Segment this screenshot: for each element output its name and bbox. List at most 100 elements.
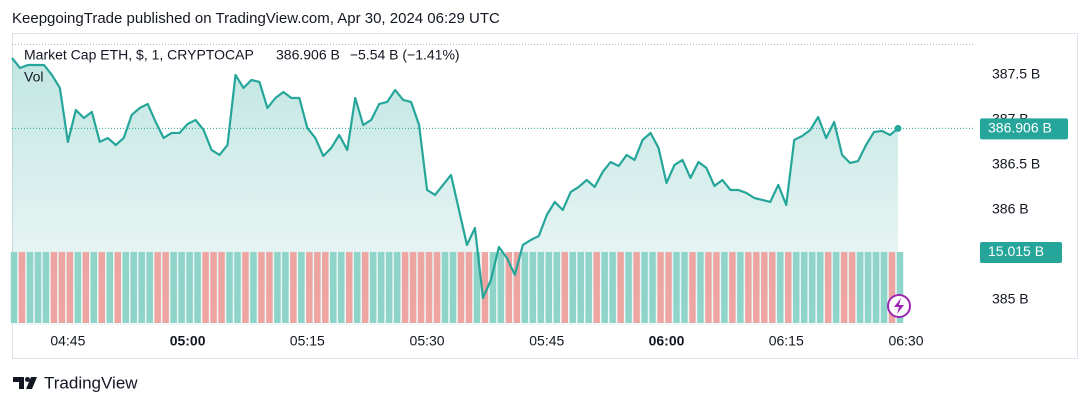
volume-bar	[258, 252, 265, 323]
volume-bar	[880, 252, 888, 323]
header: KeepgoingTrade published on TradingView.…	[12, 10, 500, 27]
volume-bar	[282, 252, 289, 323]
volume-bar	[441, 252, 449, 323]
volume-bar	[745, 252, 752, 323]
volume-bar	[609, 252, 616, 323]
volume-bar	[657, 252, 664, 323]
volume-bar	[633, 252, 640, 323]
footer-logo	[13, 377, 37, 389]
volume-bar	[178, 252, 185, 323]
volume-bar	[409, 252, 417, 323]
volume-bar	[449, 252, 457, 323]
volume-bar	[777, 252, 784, 323]
last-point	[894, 124, 902, 132]
volume-bar	[888, 252, 896, 323]
alert-icon[interactable]	[887, 294, 911, 318]
volume-bar	[497, 252, 505, 323]
volume-bar	[896, 252, 904, 323]
volume-bar	[274, 252, 281, 323]
volume-bar	[82, 252, 90, 323]
y-tick-label: 385 B	[992, 291, 1029, 307]
volume-bar	[505, 252, 513, 323]
volume-bar	[737, 252, 744, 323]
volume-bar	[154, 252, 161, 323]
volume-bar	[377, 252, 385, 323]
volume-bar	[42, 252, 50, 323]
volume-bar	[50, 252, 58, 323]
volume-bar	[361, 252, 369, 323]
volume-bar	[513, 252, 521, 323]
volume-bar	[314, 252, 321, 323]
volume-bar	[617, 252, 624, 323]
volume-bar	[106, 252, 114, 323]
volume-bar	[34, 252, 42, 323]
x-tick-label: 06:15	[769, 333, 804, 349]
volume-bar	[290, 252, 297, 323]
volume-bar	[98, 252, 106, 323]
y-tick-label: 387.5 B	[992, 66, 1040, 82]
volume-bar	[521, 252, 529, 323]
volume-title: Vol	[24, 69, 43, 85]
volume-bar	[226, 252, 233, 323]
volume-bar	[721, 252, 728, 323]
volume-bar	[425, 252, 433, 323]
volume-bar	[673, 252, 680, 323]
x-tick-label: 05:15	[290, 333, 325, 349]
volume-bar	[792, 252, 800, 323]
volume-bar	[537, 252, 545, 323]
volume-bar	[353, 252, 361, 323]
volume-bar	[785, 252, 792, 323]
volume-bar	[210, 252, 217, 323]
volume-bar	[218, 252, 225, 323]
volume-label: 15.015 B	[988, 243, 1044, 259]
volume-bar	[713, 252, 720, 323]
volume-bar	[10, 252, 18, 323]
volume-bar	[122, 252, 129, 323]
volume-bar	[74, 252, 82, 323]
x-tick-label: 05:30	[410, 333, 445, 349]
volume-bar	[186, 252, 193, 323]
volume-bar	[26, 252, 34, 323]
volume-bar	[665, 252, 672, 323]
volume-bar	[322, 252, 329, 323]
volume-bar	[577, 252, 584, 323]
volume-bar	[808, 252, 816, 323]
volume-bar	[816, 252, 824, 323]
volume-bar	[385, 252, 393, 323]
volume-bar	[800, 252, 808, 323]
volume-bar	[202, 252, 209, 323]
volume-bar	[146, 252, 153, 323]
volume-bar	[66, 252, 74, 323]
volume-bar	[729, 252, 736, 323]
volume-bar	[593, 252, 600, 323]
footer-brand: TradingView	[44, 373, 138, 392]
volume-bar	[346, 252, 353, 323]
volume-bar	[761, 252, 768, 323]
volume-bar	[569, 252, 576, 323]
volume-bar	[769, 252, 776, 323]
volume-bar	[401, 252, 409, 323]
volume-bar	[298, 252, 305, 323]
volume-bar	[641, 252, 648, 323]
volume-bar	[840, 252, 848, 323]
volume-bar	[162, 252, 169, 323]
volume-badge	[980, 242, 1062, 263]
legend-change: −5.54 B (−1.41%)	[350, 47, 460, 63]
volume-bar	[266, 252, 273, 323]
volume-bar	[864, 252, 872, 323]
volume-bar	[832, 252, 840, 323]
volume-bar	[393, 252, 401, 323]
volume-bar	[457, 252, 465, 323]
x-tick-label: 06:30	[888, 333, 923, 349]
last-price-badge	[980, 118, 1068, 140]
volume-bar	[856, 252, 864, 323]
volume-bar	[306, 252, 313, 323]
volume-bar	[585, 252, 592, 323]
legend-price: 386.906 B	[276, 47, 340, 63]
volume-bar	[90, 252, 98, 323]
volume-bar	[417, 252, 425, 323]
volume-bar	[250, 252, 257, 323]
x-tick-label: 05:00	[170, 333, 206, 349]
